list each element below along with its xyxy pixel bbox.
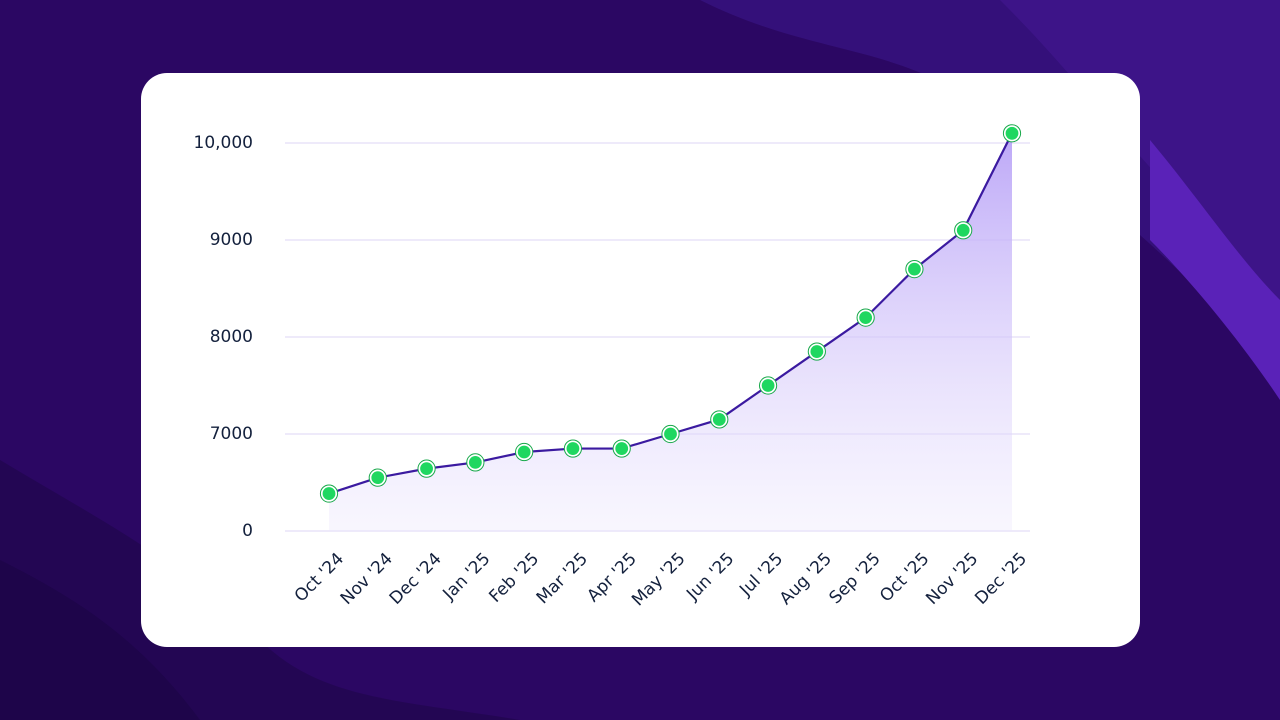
marker-ring bbox=[466, 453, 485, 472]
marker-ring bbox=[417, 459, 436, 478]
marker bbox=[710, 410, 728, 429]
marker-ring bbox=[856, 308, 875, 327]
marker-ring bbox=[368, 468, 387, 487]
marker-ring bbox=[661, 424, 680, 444]
y-tick-label: 9000 bbox=[210, 230, 253, 250]
marker bbox=[466, 453, 484, 472]
marker-ring bbox=[515, 442, 534, 462]
marker bbox=[661, 425, 680, 443]
marker bbox=[515, 443, 533, 461]
marker bbox=[759, 376, 777, 395]
marker-ring bbox=[563, 439, 583, 458]
marker-ring bbox=[905, 260, 924, 279]
marker-ring bbox=[319, 484, 339, 503]
marker bbox=[564, 439, 582, 458]
marker-ring bbox=[1002, 124, 1022, 143]
marker-ring bbox=[758, 376, 778, 395]
marker bbox=[417, 460, 436, 478]
marker-ring bbox=[807, 342, 826, 361]
y-tick-label: 0 bbox=[242, 521, 253, 541]
y-tick-label: 10,000 bbox=[194, 133, 253, 153]
marker bbox=[320, 484, 338, 503]
marker-ring bbox=[612, 439, 631, 458]
marker bbox=[905, 260, 924, 278]
marker bbox=[1003, 124, 1021, 142]
y-tick-label: 7000 bbox=[210, 424, 253, 444]
marker-ring bbox=[710, 410, 729, 429]
marker bbox=[369, 469, 387, 487]
marker bbox=[954, 221, 972, 239]
marker bbox=[857, 309, 875, 327]
marker bbox=[613, 439, 631, 458]
marker bbox=[808, 342, 826, 361]
y-tick-label: 8000 bbox=[210, 327, 253, 347]
marker-ring bbox=[954, 221, 973, 240]
area bbox=[329, 133, 1012, 532]
